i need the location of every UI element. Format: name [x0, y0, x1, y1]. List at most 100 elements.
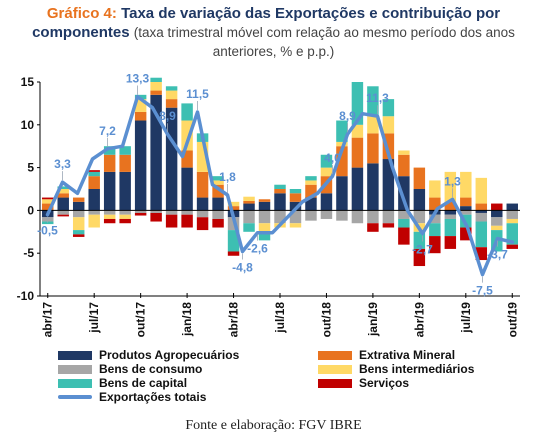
y-tick-label: -10: [17, 289, 35, 303]
series-line-total: [45, 94, 515, 277]
bar-segment-agro: [212, 197, 224, 211]
bar-segment-agro: [351, 167, 364, 211]
chart-title-line1: Taxa de variação das Exportações e contr…: [121, 5, 501, 22]
bar-segment-agro: [460, 206, 472, 211]
bar-segment-intermediarios: [181, 120, 193, 151]
legend-swatch-capital: [58, 378, 92, 388]
bar-segment-agro: [274, 193, 286, 211]
bar-segment-intermediarios: [212, 180, 224, 185]
bar-segment-extrativa: [57, 193, 69, 198]
bar-segment-intermediarios: [119, 214, 131, 219]
bar-segment-extrativa: [196, 171, 209, 198]
bar-segment-extrativa: [305, 184, 317, 198]
legend-swatch-intermediarios: [318, 364, 352, 374]
bar-segment-consumo: [289, 210, 302, 224]
bar-segment-extrativa: [103, 154, 116, 172]
bar-segment-consumo: [181, 210, 193, 215]
bar-segment-capital: [42, 221, 54, 225]
chart-title-line2: componentes: [32, 24, 130, 41]
legend-swatch-agro: [58, 350, 92, 360]
bar-segment-intermediarios: [72, 217, 85, 231]
bar-segment-intermediarios: [258, 223, 271, 232]
bar-segment-consumo: [336, 210, 348, 221]
x-tick-label: abr/19: [412, 302, 426, 338]
bar-segment-capital: [119, 146, 131, 155]
bar-segment-consumo: [134, 210, 147, 213]
bar-segment-extrativa: [367, 133, 379, 164]
x-tick-label: jan/18: [180, 302, 194, 337]
bar-segment-servicos: [72, 234, 85, 237]
bar-segment-consumo: [258, 210, 271, 224]
bar-segment-agro: [196, 197, 209, 211]
bar-segment-agro: [289, 201, 302, 211]
bar-segment-agro: [444, 210, 457, 215]
x-tick-label: jul/19: [459, 302, 473, 334]
legend-swatch-servicos: [318, 378, 352, 388]
bar-segment-extrativa: [72, 197, 85, 202]
bar-segment-capital: [181, 103, 193, 121]
bar-segment-agro: [165, 107, 178, 211]
bar-segment-extrativa: [444, 201, 457, 211]
bar-segment-intermediarios: [460, 171, 472, 198]
bar-segment-capital: [243, 223, 255, 232]
bar-segment-consumo: [150, 210, 162, 213]
data-label-total: 7,2: [99, 124, 116, 138]
legend-label-servicos: Serviços: [359, 376, 410, 390]
bar-segment-intermediarios: [243, 196, 255, 201]
bar-segment-consumo: [88, 210, 100, 215]
bar-segment-extrativa: [42, 203, 54, 211]
bar-segment-capital: [227, 230, 240, 252]
bar-segment-agro: [320, 193, 333, 211]
legend-swatch-extrativa: [318, 350, 352, 360]
data-label-total: -4,8: [232, 260, 253, 274]
bar-segment-capital: [429, 223, 441, 237]
x-tick-label: jan/19: [366, 302, 380, 337]
data-label-total: 8,9: [339, 109, 356, 123]
bar-segment-consumo: [367, 210, 379, 224]
bar-segment-extrativa: [413, 167, 426, 189]
bar-segment-consumo: [320, 210, 333, 219]
y-tick-label: 10: [21, 118, 35, 132]
bar-segment-servicos: [475, 247, 488, 261]
bar-segment-capital: [320, 154, 333, 168]
chart-number: Gráfico 4:: [46, 5, 117, 22]
bar-segment-consumo: [444, 214, 457, 219]
legend-item-total: Exportações totais: [58, 390, 206, 404]
bar-segment-consumo: [212, 210, 224, 219]
bar-segment-capital: [305, 176, 317, 181]
bar-segment-servicos: [413, 248, 426, 267]
bar-segment-extrativa: [258, 199, 271, 202]
x-tick-label: out/17: [134, 302, 148, 338]
bar-segment-agro: [506, 203, 518, 211]
bar-segment-servicos: [119, 218, 131, 224]
bar-segment-agro: [367, 163, 379, 211]
bar-segment-consumo: [165, 210, 178, 215]
bar-segment-extrativa: [150, 90, 162, 95]
bar-segment-capital: [212, 176, 224, 181]
bar-segment-servicos: [196, 217, 209, 231]
bar-segment-capital: [506, 223, 518, 245]
bar-segment-agro: [243, 203, 255, 211]
bar-segment-agro: [150, 94, 162, 211]
bar-segment-servicos: [165, 214, 178, 228]
bar-segment-extrativa: [165, 99, 178, 108]
bar-segment-consumo: [491, 217, 503, 226]
data-label-total: 11,5: [186, 87, 209, 101]
bar-segment-intermediarios: [506, 218, 518, 224]
bar-segment-extrativa: [134, 111, 147, 121]
bar-segment-capital: [444, 218, 457, 237]
x-tick-label: out/18: [319, 302, 333, 338]
bar-segment-extrativa: [289, 193, 302, 202]
legend-swatch-total: [58, 395, 92, 399]
legend-item-agro: Produtos Agropecuários: [58, 348, 239, 362]
bar-segment-consumo: [351, 210, 364, 224]
bar-segment-consumo: [274, 210, 286, 224]
bar-segment-servicos: [42, 197, 54, 200]
data-label-total: 3,3: [54, 157, 71, 171]
bar-segment-capital: [72, 230, 85, 235]
bar-segment-consumo: [196, 210, 209, 218]
bar-segment-agro: [258, 201, 271, 211]
bar-segment-extrativa: [274, 189, 286, 194]
y-tick-label: 15: [21, 75, 35, 89]
bar-segment-servicos: [367, 223, 379, 232]
